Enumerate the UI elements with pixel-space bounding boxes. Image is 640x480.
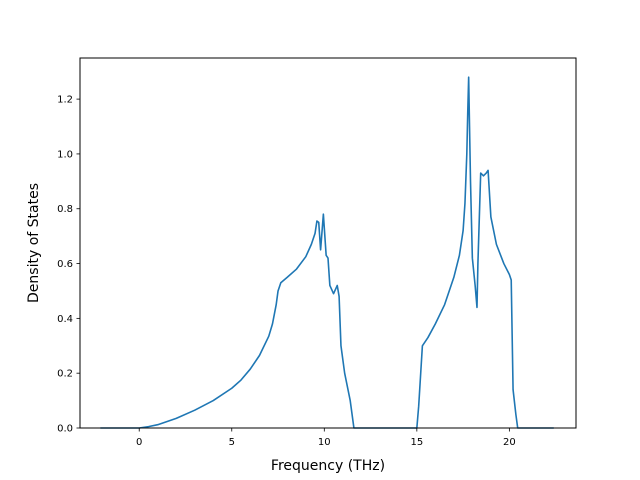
x-tick-label: 0 <box>136 437 142 448</box>
x-axis-label: Frequency (THz) <box>271 458 385 474</box>
x-tick-label: 20 <box>503 437 516 448</box>
y-tick-label: 1.2 <box>57 95 73 106</box>
x-tick-label: 15 <box>410 437 423 448</box>
y-tick-label: 0.4 <box>57 314 73 325</box>
y-tick-label: 0.0 <box>57 424 73 435</box>
y-tick-label: 0.2 <box>57 369 73 380</box>
y-axis-label: Density of States <box>26 183 42 303</box>
plot-area <box>100 76 554 429</box>
y-tick-label: 0.8 <box>57 204 73 215</box>
axes-frame <box>79 57 577 429</box>
y-tick-label: 1.0 <box>57 149 73 160</box>
y-tick-label: 0.6 <box>57 259 73 270</box>
x-tick-label: 10 <box>318 437 331 448</box>
dos-series-line-0 <box>100 76 554 429</box>
x-tick-label: 5 <box>229 437 235 448</box>
axis-ticks: 0 5 10 15 20 0.0 0.2 0.4 0.6 0.8 1.0 1.2 <box>57 95 516 448</box>
